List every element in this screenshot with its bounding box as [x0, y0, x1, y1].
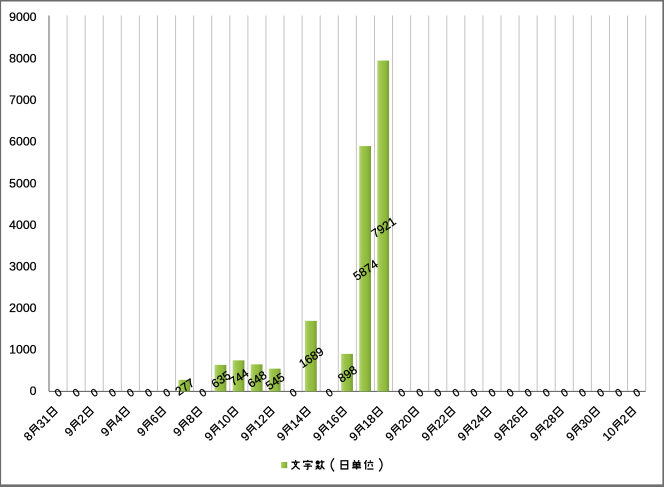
svg-text:5000: 5000 — [9, 176, 37, 190]
svg-text:0: 0 — [396, 387, 408, 400]
svg-text:0: 0 — [71, 387, 83, 400]
svg-text:0: 0 — [125, 387, 137, 400]
svg-text:3000: 3000 — [9, 259, 37, 273]
svg-text:4000: 4000 — [9, 218, 37, 232]
svg-text:0: 0 — [161, 387, 173, 400]
svg-text:0: 0 — [577, 387, 589, 400]
svg-text:6000: 6000 — [9, 135, 37, 149]
svg-text:0: 0 — [53, 387, 65, 400]
svg-text:0: 0 — [288, 387, 300, 400]
svg-text:8000: 8000 — [9, 52, 37, 66]
svg-text:0: 0 — [432, 387, 444, 400]
svg-text:0: 0 — [523, 387, 535, 400]
svg-text:0: 0 — [559, 387, 571, 400]
svg-text:0: 0 — [541, 387, 553, 400]
svg-text:1000: 1000 — [9, 343, 37, 357]
svg-text:0: 0 — [505, 387, 517, 400]
svg-text:0: 0 — [613, 387, 625, 400]
svg-text:0: 0 — [469, 387, 481, 400]
svg-text:0: 0 — [595, 387, 607, 400]
svg-text:0: 0 — [197, 387, 209, 400]
svg-text:0: 0 — [30, 384, 37, 398]
svg-text:7000: 7000 — [9, 93, 37, 107]
svg-text:0: 0 — [89, 387, 101, 400]
svg-text:0: 0 — [324, 387, 336, 400]
svg-text:0: 0 — [450, 387, 462, 400]
svg-text:0: 0 — [143, 387, 155, 400]
svg-text:0: 0 — [631, 387, 643, 400]
svg-text:2000: 2000 — [9, 301, 37, 315]
svg-text:0: 0 — [107, 387, 119, 400]
svg-text:9000: 9000 — [9, 10, 37, 24]
svg-text:0: 0 — [414, 387, 426, 400]
svg-text:0: 0 — [487, 387, 499, 400]
